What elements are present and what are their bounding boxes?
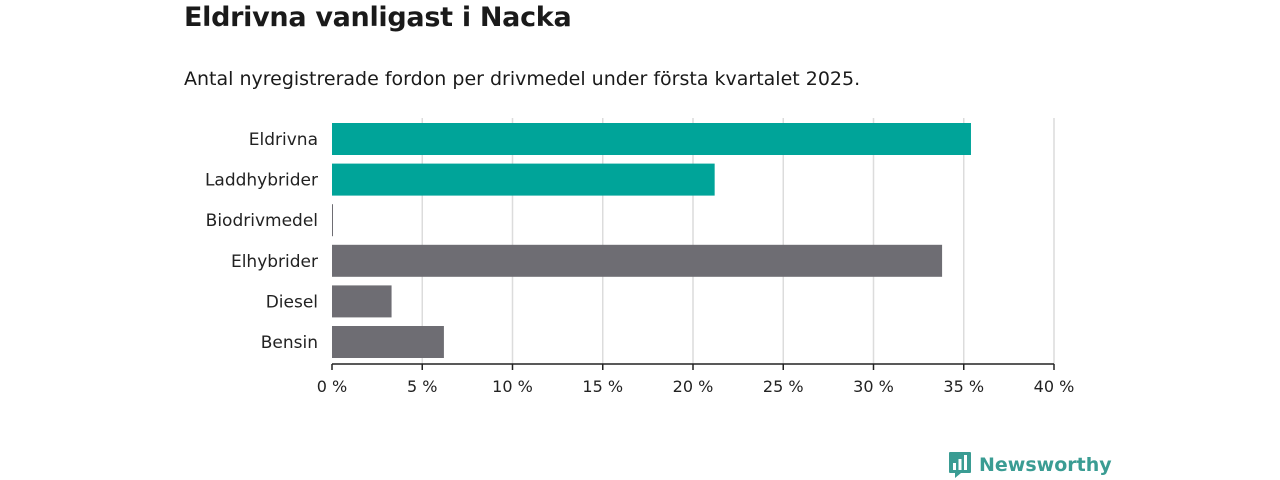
newsworthy-logo: Newsworthy	[948, 451, 1112, 479]
bar	[332, 163, 715, 196]
x-tick-label: 0 %	[317, 377, 347, 396]
bar	[332, 123, 971, 155]
category-label: Diesel	[266, 292, 318, 312]
category-label: Eldrivna	[249, 130, 318, 150]
x-tick-label: 30 %	[853, 377, 894, 396]
bar	[332, 326, 444, 358]
x-tick-label: 35 %	[943, 377, 984, 396]
category-label: Bensin	[261, 333, 318, 353]
gridlines	[421, 118, 1055, 364]
newsworthy-wordmark: Newsworthy	[979, 454, 1112, 476]
category-labels: Eldrivna Laddhybrider Biodrivmedel Elhybrid…	[205, 130, 318, 353]
x-tick-label: 15 %	[582, 377, 623, 396]
newsworthy-chart-icon	[949, 452, 971, 478]
x-tick-label: 40 %	[1034, 377, 1075, 396]
x-tick-label: 20 %	[673, 377, 714, 396]
chart-subtitle: Antal nyregistrerade fordon per drivmede…	[184, 68, 861, 90]
x-tick-label: 25 %	[763, 377, 804, 396]
x-tick-label: 5 %	[407, 377, 437, 396]
category-label: Biodrivmedel	[206, 211, 318, 231]
x-axis: 0 % 5 % 10 % 15 % 20 % 25 % 30 % 35 % 40 %	[317, 363, 1075, 396]
bar	[332, 244, 943, 277]
bars	[332, 123, 971, 358]
bar	[332, 204, 333, 237]
x-tick-label: 10 %	[492, 377, 533, 396]
chart-title: Eldrivna vanligast i Nacka	[184, 2, 572, 33]
category-label: Elhybrider	[231, 252, 318, 272]
bar	[332, 285, 392, 318]
category-label: Laddhybrider	[205, 171, 318, 191]
